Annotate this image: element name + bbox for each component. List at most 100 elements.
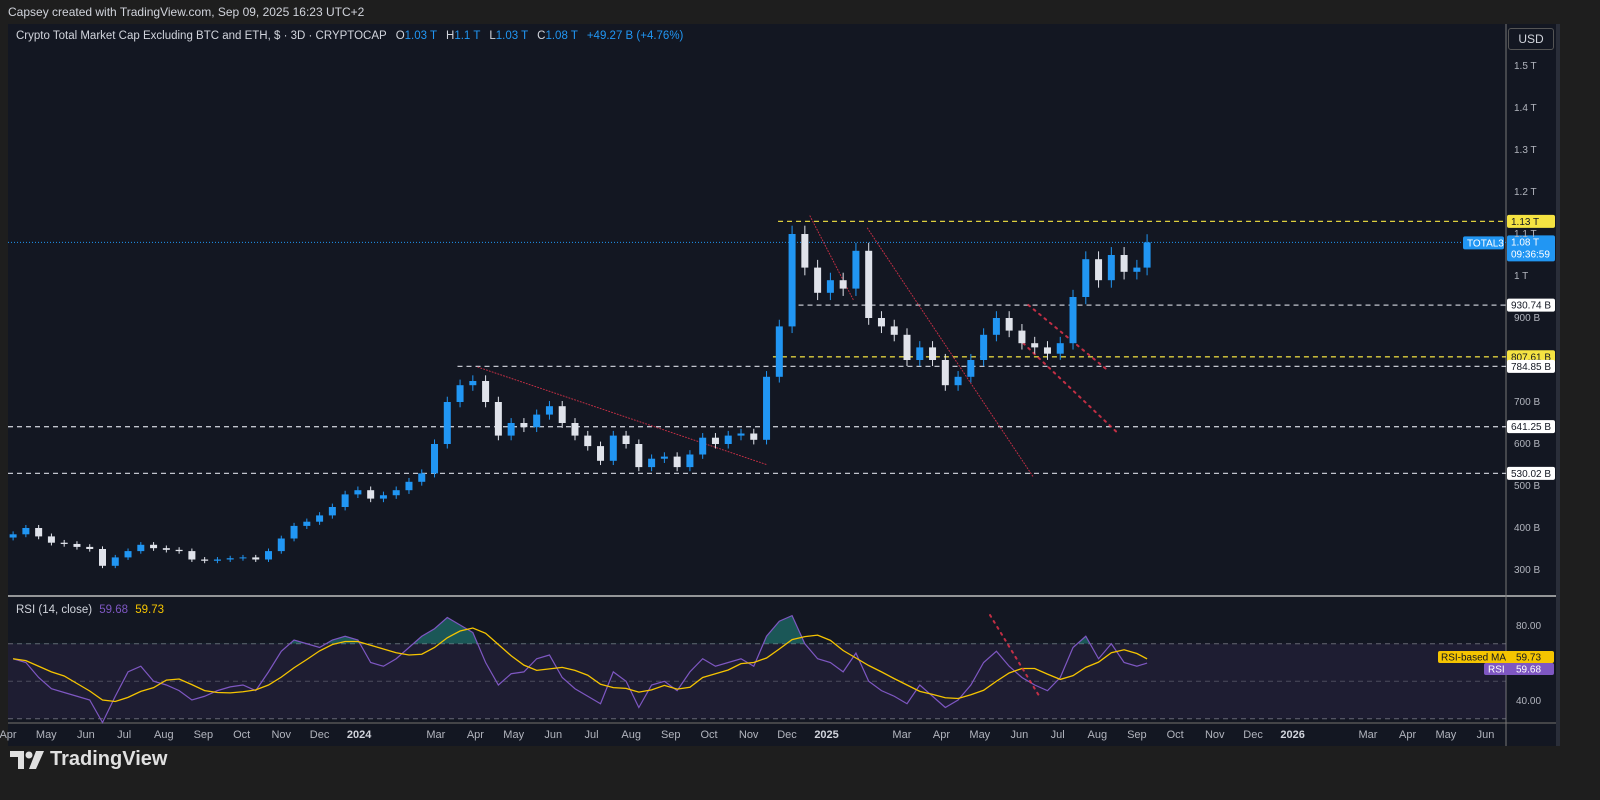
candle-body: [111, 557, 119, 566]
candle-body: [801, 234, 809, 268]
high-value: 1.1 T: [454, 30, 481, 42]
candle-body: [341, 494, 349, 507]
candle-body: [737, 433, 745, 436]
candle-body: [494, 402, 502, 436]
time-tick-label: Apr: [1399, 729, 1416, 741]
time-tick-label: Jun: [1011, 729, 1029, 741]
time-tick-label: May: [1436, 729, 1457, 741]
candle-body: [635, 444, 643, 468]
rsi-value: 59.68: [99, 604, 129, 616]
candle-body: [252, 557, 260, 560]
candle-body: [954, 376, 962, 386]
candle-body: [137, 544, 145, 552]
last-price-label-bg: [1507, 235, 1555, 262]
time-tick-label: Sep: [661, 729, 681, 741]
candle-body: [303, 521, 311, 526]
candle-body: [47, 536, 55, 543]
candle-body: [609, 435, 617, 461]
symbol-tag-bg: [1463, 236, 1504, 250]
candle-body: [213, 559, 221, 561]
time-tick-label: Jun: [544, 729, 562, 741]
chart-frame[interactable]: [8, 24, 1558, 746]
candle-body: [877, 318, 885, 327]
candle-body: [22, 528, 30, 535]
time-tick-label: 2025: [814, 729, 838, 741]
candle-body: [1107, 255, 1115, 281]
candle-body: [558, 406, 566, 423]
time-tick-label: Aug: [154, 729, 174, 741]
time-tick-label: May: [36, 729, 57, 741]
logo-text: TradingView: [50, 748, 168, 770]
candle-body: [1120, 255, 1128, 272]
candle-body: [277, 538, 285, 552]
candle-body: [826, 280, 834, 293]
price-tick-label: 900 B: [1514, 313, 1540, 324]
candle-body: [903, 334, 911, 360]
trendline: [1022, 342, 1118, 433]
price-tick-label: 400 B: [1514, 523, 1540, 534]
time-tick-label: May: [969, 729, 990, 741]
time-tick-label: Aug: [621, 729, 641, 741]
rsi-pane: 80.00 40.00 RSI-based MA 59.73 RSI 59.68: [8, 614, 1554, 724]
candle-body: [124, 551, 132, 558]
candle-body: [750, 433, 758, 440]
candle-body: [533, 414, 541, 428]
price-tick-label: 1.5 T: [1514, 61, 1537, 72]
change-value: +49.27 B (+4.76%): [586, 30, 684, 42]
price-tick-label: 300 B: [1514, 565, 1540, 576]
time-tick-label: Aug: [1087, 729, 1107, 741]
candle-body: [379, 495, 387, 499]
candle-body: [201, 559, 209, 561]
time-tick-label: Oct: [701, 729, 718, 741]
rsi-tick-label: 80.00: [1516, 621, 1541, 632]
candle-body: [239, 557, 247, 559]
candle-body: [941, 360, 949, 386]
candle-body: [456, 385, 464, 402]
time-tick-label: Sep: [1127, 729, 1147, 741]
rsi-ma-label-value: 59.73: [1516, 653, 1541, 664]
candles: [9, 225, 1151, 569]
candle-body: [1095, 259, 1103, 281]
rsi-legend: RSI (14, close) 59.68 59.73: [16, 604, 164, 616]
open-value: 1.03 T: [404, 30, 437, 42]
candle-body: [711, 437, 719, 444]
level-label: 807.61 B: [1511, 352, 1551, 363]
candle-body: [992, 318, 1000, 335]
tradingview-logo: TradingView: [10, 748, 167, 771]
level-label-bg: [1507, 466, 1555, 480]
candle-body: [1069, 297, 1077, 344]
candle-body: [890, 326, 898, 335]
candle-body: [328, 507, 336, 516]
candle-body: [648, 458, 656, 468]
candle-body: [418, 473, 426, 482]
candle-body: [673, 456, 681, 468]
low-value: 1.03 T: [495, 30, 528, 42]
candle-body: [852, 250, 860, 289]
candle-body: [60, 542, 68, 544]
candle-body: [1056, 343, 1064, 354]
time-tick-label: Jun: [77, 729, 95, 741]
candle-body: [354, 490, 362, 495]
price-tick-label: 700 B: [1514, 397, 1540, 408]
candle-body: [597, 446, 605, 461]
time-tick-label: Mar: [426, 729, 445, 741]
time-tick-label: Jul: [585, 729, 599, 741]
rsi-ma-label: RSI-based MA: [1441, 653, 1506, 664]
candle-body: [316, 515, 324, 522]
time-tick-label: Dec: [310, 729, 330, 741]
candle-body: [571, 423, 579, 436]
candle-body: [188, 551, 196, 560]
currency-button[interactable]: USD: [1508, 28, 1554, 50]
candle-body: [980, 334, 988, 360]
candle-body: [9, 534, 17, 538]
time-tick-label: Jul: [117, 729, 131, 741]
time-tick-label: Nov: [271, 729, 291, 741]
scrollbar: [1556, 24, 1560, 746]
candle-body: [1031, 343, 1039, 348]
level-label: 784.85 B: [1511, 362, 1551, 373]
candle-body: [405, 481, 413, 491]
candle-body: [431, 444, 439, 474]
